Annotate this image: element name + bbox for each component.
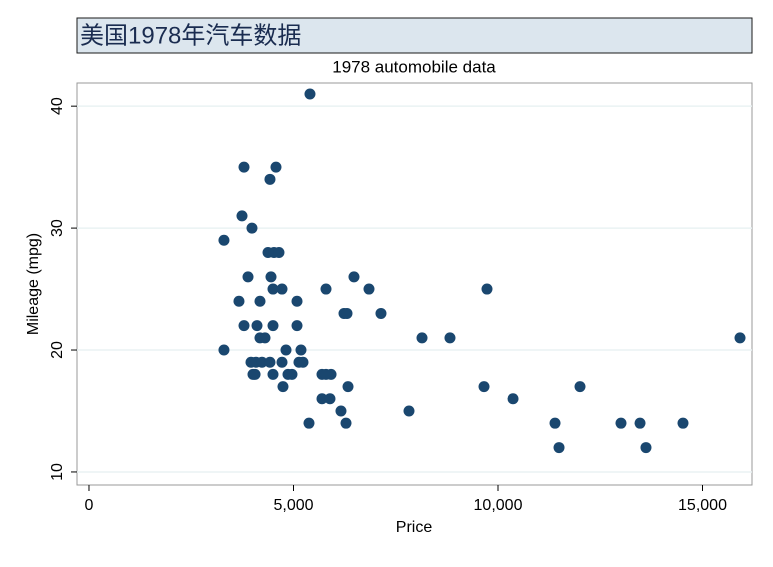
point [335, 405, 347, 417]
point [233, 295, 245, 307]
y-axis-label: Mileage (mpg) [25, 233, 42, 335]
header-box [76, 17, 753, 54]
header-title: 美国1978年汽车数据 [80, 22, 301, 49]
point [615, 417, 627, 429]
point [218, 234, 230, 246]
point [574, 381, 586, 393]
point [416, 332, 428, 344]
point [267, 283, 279, 295]
y-tick-label: 30 [49, 219, 66, 237]
point [375, 307, 387, 319]
point [286, 368, 298, 380]
point [238, 320, 250, 332]
point [481, 283, 493, 295]
point [218, 344, 230, 356]
point [316, 393, 328, 405]
y-tick-label: 40 [49, 97, 66, 115]
point [403, 405, 415, 417]
point [291, 320, 303, 332]
point [277, 381, 289, 393]
point [267, 320, 279, 332]
point [254, 295, 266, 307]
point [259, 332, 271, 344]
point [265, 271, 277, 283]
point [291, 295, 303, 307]
y-tick-label: 10 [49, 463, 66, 481]
x-tick-label: 0 [85, 497, 94, 514]
point [304, 88, 316, 100]
point [295, 344, 307, 356]
plot-frame [76, 82, 753, 486]
point [303, 417, 315, 429]
point [348, 271, 360, 283]
point [734, 332, 746, 344]
point [242, 271, 254, 283]
point [634, 417, 646, 429]
y-tick-label: 20 [49, 341, 66, 359]
point [444, 332, 456, 344]
point [273, 246, 285, 258]
point [264, 173, 276, 185]
point [280, 344, 292, 356]
point [342, 381, 354, 393]
point [640, 442, 652, 454]
point [325, 368, 337, 380]
chart-title: 1978 automobile data [332, 57, 496, 76]
x-axis-label: Price [396, 519, 433, 536]
x-tick-label: 10,000 [474, 497, 523, 514]
point [363, 283, 375, 295]
point [276, 283, 288, 295]
point [341, 307, 353, 319]
point [251, 320, 263, 332]
x-tick-label: 5,000 [273, 497, 313, 514]
point [270, 161, 282, 173]
point [236, 210, 248, 222]
point [320, 283, 332, 295]
point [324, 393, 336, 405]
point [677, 417, 689, 429]
point [264, 356, 276, 368]
point [478, 381, 490, 393]
point [238, 161, 250, 173]
point [507, 393, 519, 405]
point [249, 368, 261, 380]
x-tick-label: 15,000 [678, 497, 727, 514]
point [256, 356, 268, 368]
point [246, 222, 258, 234]
point [553, 442, 565, 454]
point [267, 368, 279, 380]
point [549, 417, 561, 429]
point [297, 356, 309, 368]
point [276, 356, 288, 368]
point [340, 417, 352, 429]
